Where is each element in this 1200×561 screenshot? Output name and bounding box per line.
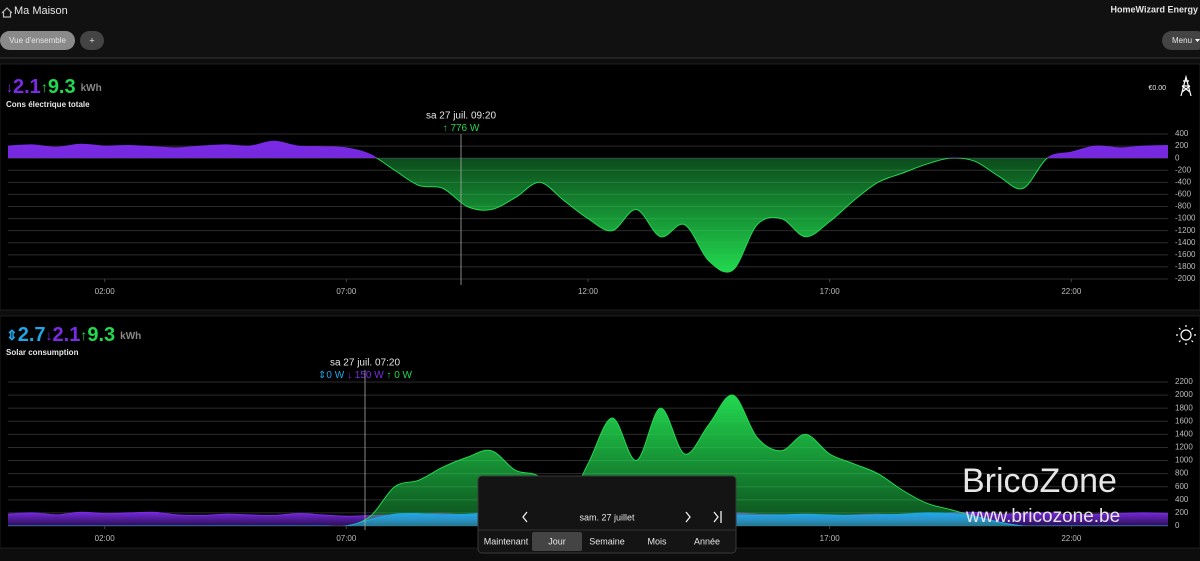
- add-button[interactable]: [80, 31, 104, 50]
- direct-arrow: ⇕: [6, 327, 18, 343]
- y-tick-label: -1000: [1175, 214, 1196, 223]
- current-date: sam. 27 juillet: [579, 512, 635, 522]
- tab[interactable]: Jour: [548, 536, 566, 546]
- x-tick-label: 22:00: [1061, 534, 1082, 543]
- add-label[interactable]: +: [89, 35, 94, 45]
- charts: 4002000-200-400-600-800-1000-1200-1400-1…: [8, 129, 1196, 543]
- menu-label[interactable]: Menu: [1172, 36, 1192, 45]
- area: [8, 158, 1168, 273]
- x-tick-label: 17:00: [820, 534, 841, 543]
- export-arrow: ↑: [80, 327, 87, 343]
- active-tab: [532, 532, 582, 551]
- x-tick-label: 07:00: [336, 287, 357, 296]
- home-icon: [1, 7, 13, 18]
- export-total: 9.3: [87, 324, 115, 346]
- y-tick-label: 400: [1175, 129, 1189, 138]
- area: [8, 141, 1168, 159]
- unit: kWh: [81, 83, 102, 94]
- y-tick-label: -800: [1175, 202, 1192, 211]
- menu-caret: [1195, 39, 1200, 42]
- panel-label: Cons électrique totale: [6, 100, 90, 109]
- x-tick-label: 22:00: [1061, 287, 1082, 296]
- solar-icon: [1176, 325, 1196, 345]
- cost: €0.00: [1148, 85, 1166, 92]
- panel-summary: ↓2.1↑9.3 kWh: [6, 76, 102, 98]
- y-tick-label: 0: [1175, 521, 1180, 530]
- tooltip-import: 150 W: [355, 370, 384, 381]
- y-tick-label: 600: [1175, 482, 1189, 491]
- y-tick-label: 1400: [1175, 429, 1193, 438]
- top-bar: [0, 0, 1200, 58]
- line: [8, 140, 1168, 159]
- y-tick-label: 2000: [1175, 390, 1193, 399]
- tab[interactable]: Année: [694, 536, 720, 546]
- y-tick-label: -600: [1175, 190, 1192, 199]
- import-total: 2.1: [53, 324, 81, 346]
- line: [376, 158, 1049, 273]
- tooltip-time: sa 27 juil. 09:20: [426, 111, 496, 122]
- tooltip-export: 0 W: [394, 370, 412, 381]
- brand: HomeWizard Energy: [1111, 4, 1198, 14]
- y-tick-label: -2000: [1175, 274, 1196, 283]
- tab[interactable]: Semaine: [589, 536, 625, 546]
- direct-total: 2.7: [18, 324, 46, 346]
- y-tick-label: -1200: [1175, 226, 1196, 235]
- x-tick-label: 12:00: [578, 287, 599, 296]
- tooltip-time: sa 27 juil. 07:20: [330, 358, 400, 369]
- export-arrow: ↑: [443, 123, 451, 134]
- y-tick-label: -400: [1175, 177, 1192, 186]
- tab[interactable]: Mois: [647, 536, 667, 546]
- import-total: 2.1: [13, 76, 41, 98]
- watermark-url: www.bricozone.be: [965, 506, 1120, 527]
- y-tick-label: 2200: [1175, 377, 1193, 386]
- tooltip-direct: 0 W: [326, 370, 344, 381]
- y-tick-label: 1600: [1175, 416, 1193, 425]
- y-tick-label: -200: [1175, 165, 1192, 174]
- x-tick-label: 07:00: [336, 534, 357, 543]
- tab[interactable]: Maintenant: [484, 536, 529, 546]
- home-title: Ma Maison: [14, 5, 68, 17]
- import-arrow: ↓: [6, 79, 13, 95]
- unit: kWh: [120, 331, 141, 342]
- panel-summary: ⇕2.7↓2.1↑9.3 kWh: [6, 324, 141, 346]
- direct-arrow: ⇕: [318, 370, 326, 381]
- y-tick-label: 1200: [1175, 443, 1193, 452]
- import-arrow: ↓: [46, 327, 53, 343]
- panel-label: Solar consumption: [6, 348, 79, 357]
- y-tick-label: 800: [1175, 469, 1189, 478]
- overview-button[interactable]: [0, 31, 75, 50]
- x-tick-label: 17:00: [820, 287, 841, 296]
- y-tick-label: 200: [1175, 508, 1189, 517]
- prev-button[interactable]: [522, 511, 528, 523]
- last-button[interactable]: [713, 511, 722, 523]
- tooltip-value: ↑ 776 W: [443, 123, 480, 134]
- y-tick-label: 200: [1175, 141, 1189, 150]
- x-tick-label: 02:00: [95, 287, 116, 296]
- y-tick-label: -1800: [1175, 262, 1196, 271]
- menu-button[interactable]: [1162, 31, 1200, 50]
- tooltip-values: ⇕0 W ↓ 150 W ↑ 0 W: [318, 370, 413, 381]
- grid-icon: [1180, 74, 1192, 97]
- area: [8, 395, 1168, 526]
- y-tick-label: 1800: [1175, 403, 1193, 412]
- panel: [0, 63, 1200, 311]
- export-arrow: ↑: [41, 79, 48, 95]
- date-navigator: sam. 27 juillet Maintenant Jour Semaine …: [477, 475, 737, 554]
- y-tick-label: -1600: [1175, 250, 1196, 259]
- y-tick-label: 0: [1175, 153, 1180, 162]
- x-tick-label: 02:00: [95, 534, 116, 543]
- watermark-name: BricoZone: [962, 462, 1117, 500]
- export-arrow: ↑: [384, 370, 395, 381]
- y-tick-label: 1000: [1175, 456, 1193, 465]
- overview-label[interactable]: Vue d'ensemble: [9, 36, 66, 45]
- import-arrow: ↓: [344, 370, 355, 381]
- tooltip-export: 776 W: [450, 123, 479, 134]
- export-total: 9.3: [48, 76, 76, 98]
- y-tick-label: 400: [1175, 495, 1189, 504]
- next-button[interactable]: [685, 511, 691, 523]
- y-tick-label: -1400: [1175, 238, 1196, 247]
